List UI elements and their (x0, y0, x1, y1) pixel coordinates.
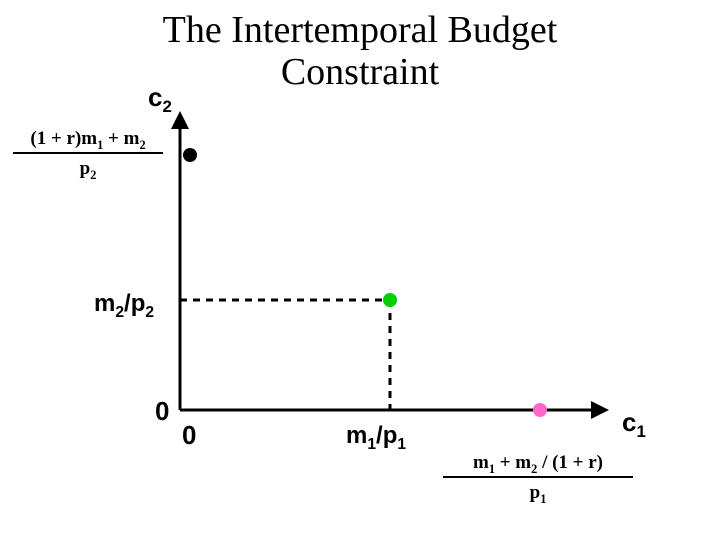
endowment-x-label: m1/p1 (346, 422, 406, 450)
origin-zero-y: 0 (155, 396, 169, 427)
x-int-numerator: m1 + m2 / (1 + r) (438, 452, 638, 474)
m1p1-m: m (346, 422, 367, 449)
yint-ds: 2 (90, 168, 96, 182)
endowment-point (383, 293, 397, 307)
y-axis-label: c2 (148, 82, 172, 113)
m2p2-m: m (94, 290, 115, 317)
x-axis-label-sub: 1 (636, 422, 645, 441)
m2p2-s1: 2 (115, 304, 124, 321)
m1p1-s2: 1 (397, 436, 406, 453)
xint-bar (443, 476, 633, 478)
m1p1-s1: 1 (367, 436, 376, 453)
yint-n1: (1 + r)m (30, 128, 97, 149)
x-intercept-fraction: m1 + m2 / (1 + r) p1 (438, 452, 638, 504)
x-int-denominator: p1 (438, 482, 638, 504)
m1p1-slash: /p (376, 422, 397, 449)
xint-n3: / (1 + r) (537, 452, 603, 473)
origin-zero-x: 0 (182, 420, 196, 451)
m2p2-s2: 2 (145, 304, 154, 321)
x-axis-label-base: c (622, 407, 636, 437)
endowment-y-label: m2/p2 (94, 290, 154, 318)
y-intercept-fraction: (1 + r)m1 + m2 p2 (8, 128, 168, 180)
y-axis-label-sub: 2 (162, 97, 171, 116)
xint-ds: 1 (540, 492, 546, 506)
y-int-numerator: (1 + r)m1 + m2 (8, 128, 168, 150)
yint-bar (13, 152, 163, 154)
yint-n2s: 2 (139, 138, 145, 152)
x-intercept-point (533, 403, 547, 417)
y-int-denominator: p2 (8, 158, 168, 180)
xint-n1: m (473, 452, 489, 473)
xint-n2: + m (495, 452, 531, 473)
yint-d: p (80, 158, 91, 179)
m2p2-slash: /p (124, 290, 145, 317)
y-axis-label-base: c (148, 82, 162, 112)
y-intercept-point (183, 148, 197, 162)
yint-n2: + m (103, 128, 139, 149)
xint-d: p (530, 482, 541, 503)
x-axis-label: c1 (622, 407, 646, 438)
